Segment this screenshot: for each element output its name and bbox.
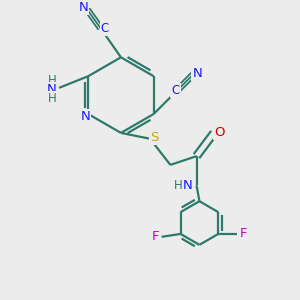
Text: N: N <box>183 179 193 192</box>
Text: H: H <box>47 74 56 87</box>
Text: N: N <box>78 2 88 14</box>
Text: O: O <box>214 126 224 140</box>
Text: N: N <box>80 110 90 123</box>
Text: F: F <box>152 230 159 243</box>
Text: F: F <box>240 227 247 240</box>
Text: S: S <box>150 131 158 144</box>
Text: C: C <box>171 84 180 97</box>
Text: N: N <box>47 83 57 96</box>
Text: H: H <box>47 92 56 104</box>
Text: C: C <box>101 22 109 35</box>
Text: H: H <box>174 179 183 192</box>
Text: N: N <box>192 67 202 80</box>
